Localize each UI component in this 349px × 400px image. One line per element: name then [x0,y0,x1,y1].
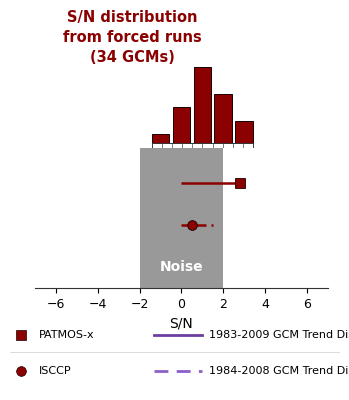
Text: PATMOS-x: PATMOS-x [38,330,94,340]
Bar [235,121,253,148]
Bar [152,143,253,148]
Bar [173,107,191,148]
Bar [152,134,170,148]
Bar [214,94,232,148]
Text: 1983-2009 GCM Trend Dist.: 1983-2009 GCM Trend Dist. [209,330,349,340]
Text: ISCCP: ISCCP [38,366,71,376]
Text: 1984-2008 GCM Trend Dist.: 1984-2008 GCM Trend Dist. [209,366,349,376]
Bar [140,148,223,288]
Bar [194,67,211,148]
Text: Noise: Noise [160,260,203,274]
Text: S/N distribution
from forced runs
(34 GCMs): S/N distribution from forced runs (34 GC… [63,10,202,65]
X-axis label: S/N: S/N [170,316,193,330]
